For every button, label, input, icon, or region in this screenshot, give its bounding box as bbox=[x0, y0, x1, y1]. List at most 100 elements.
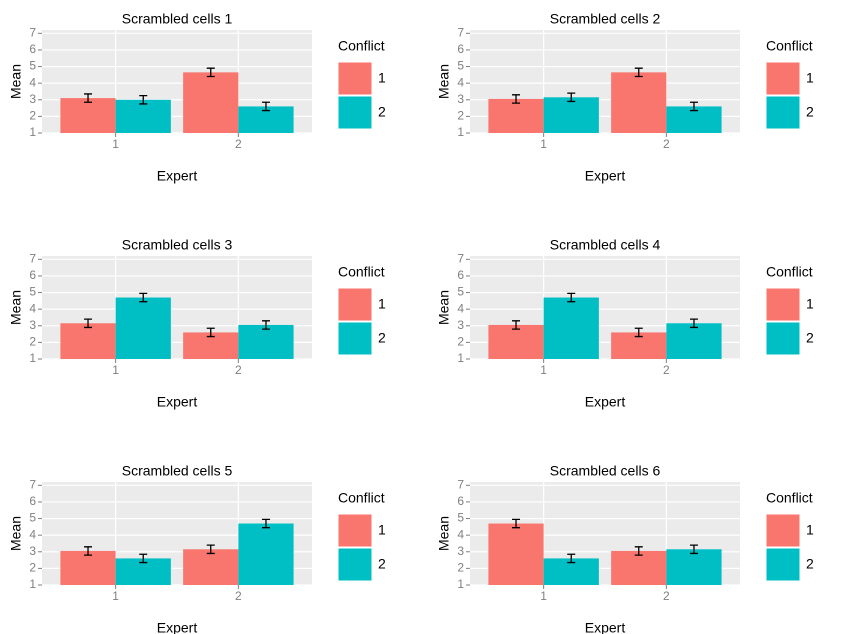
y-axis-label: Mean bbox=[436, 290, 452, 325]
y-tick-label: 2 bbox=[457, 109, 464, 123]
error-bar bbox=[206, 544, 215, 555]
error-bar bbox=[567, 553, 576, 564]
chart-panel: Scrambled cells 4 1 2 3 4 5 6 7 1 2 Expert Mean Conf… bbox=[436, 237, 814, 410]
y-tick-label: 7 bbox=[29, 25, 36, 39]
y-tick-label: 3 bbox=[29, 92, 36, 106]
chart-title: Scrambled cells 2 bbox=[550, 11, 661, 27]
x-tick-label: 2 bbox=[235, 137, 242, 151]
bar bbox=[183, 72, 239, 133]
bar bbox=[611, 550, 667, 585]
error-bar bbox=[512, 94, 521, 104]
legend-label: 2 bbox=[806, 556, 814, 572]
legend-title: Conflict bbox=[766, 490, 813, 506]
y-tick-label: 6 bbox=[457, 494, 464, 508]
error-bar bbox=[512, 518, 521, 529]
bar bbox=[60, 323, 116, 359]
y-tick-label: 5 bbox=[457, 59, 464, 73]
y-tick-label: 5 bbox=[29, 511, 36, 525]
error-bar bbox=[261, 320, 270, 330]
y-axis-label: Mean bbox=[436, 64, 452, 99]
chart-panel: Scrambled cells 3 1 2 3 4 5 6 7 1 2 Expert Mean Conf… bbox=[8, 237, 386, 410]
error-bar bbox=[84, 318, 93, 329]
error-bar bbox=[139, 94, 148, 105]
y-tick-label: 3 bbox=[457, 544, 464, 558]
chart-title: Scrambled cells 1 bbox=[122, 11, 233, 27]
legend-label: 1 bbox=[378, 70, 386, 86]
bar bbox=[488, 98, 544, 133]
error-bar bbox=[567, 92, 576, 103]
x-tick-label: 1 bbox=[540, 589, 547, 603]
bar bbox=[60, 550, 116, 585]
y-tick-label: 3 bbox=[457, 318, 464, 332]
x-axis-label: Expert bbox=[157, 620, 198, 634]
x-tick-label: 1 bbox=[112, 137, 119, 151]
y-tick-label: 4 bbox=[29, 527, 36, 541]
y-tick-label: 5 bbox=[457, 511, 464, 525]
bar bbox=[611, 72, 667, 133]
y-tick-label: 3 bbox=[29, 544, 36, 558]
x-axis-label: Expert bbox=[157, 394, 198, 410]
y-tick-label: 1 bbox=[29, 577, 36, 591]
bar bbox=[488, 324, 544, 359]
y-tick-label: 4 bbox=[457, 75, 464, 89]
error-bar bbox=[206, 327, 215, 338]
y-axis-label: Mean bbox=[8, 516, 24, 551]
y-tick-label: 2 bbox=[29, 109, 36, 123]
legend-key bbox=[337, 287, 373, 322]
y-tick-label: 3 bbox=[457, 92, 464, 106]
chart-panel: Scrambled cells 1 1 2 3 4 5 6 7 1 2 Expert Mean Conf… bbox=[8, 11, 386, 184]
legend-key bbox=[337, 547, 373, 582]
error-bar bbox=[689, 101, 698, 112]
y-tick-label: 3 bbox=[29, 318, 36, 332]
x-tick-label: 2 bbox=[235, 589, 242, 603]
y-tick-label: 7 bbox=[457, 251, 464, 265]
x-tick-label: 2 bbox=[235, 363, 242, 377]
y-axis-label: Mean bbox=[8, 64, 24, 99]
bar bbox=[543, 297, 599, 359]
y-tick-label: 1 bbox=[457, 351, 464, 365]
legend-key bbox=[337, 61, 373, 96]
legend-key bbox=[765, 95, 801, 130]
error-bar bbox=[139, 292, 148, 303]
bar bbox=[115, 297, 171, 359]
x-tick-label: 2 bbox=[663, 589, 670, 603]
x-axis-label: Expert bbox=[585, 394, 626, 410]
y-tick-label: 7 bbox=[29, 477, 36, 491]
legend-label: 2 bbox=[378, 104, 386, 120]
legend-label: 2 bbox=[806, 330, 814, 346]
x-axis-label: Expert bbox=[157, 168, 198, 184]
legend-label: 2 bbox=[378, 556, 386, 572]
legend-key bbox=[337, 513, 373, 548]
legend-label: 1 bbox=[806, 70, 814, 86]
error-bar bbox=[84, 93, 93, 103]
x-tick-label: 1 bbox=[540, 137, 547, 151]
legend-label: 1 bbox=[378, 522, 386, 538]
error-bar bbox=[689, 318, 698, 329]
chart-panel: Scrambled cells 5 1 2 3 4 5 6 7 1 2 Expert Mean Conf… bbox=[8, 463, 386, 634]
y-tick-label: 4 bbox=[457, 301, 464, 315]
chart-panel: Scrambled cells 2 1 2 3 4 5 6 7 1 2 Expert Mean Conf… bbox=[436, 11, 814, 184]
y-tick-label: 7 bbox=[29, 251, 36, 265]
legend-label: 1 bbox=[806, 522, 814, 538]
error-bar bbox=[206, 67, 215, 78]
bar bbox=[666, 549, 722, 585]
chart-title: Scrambled cells 3 bbox=[122, 237, 233, 253]
y-tick-label: 5 bbox=[29, 59, 36, 73]
legend-key bbox=[765, 321, 801, 356]
legend-label: 1 bbox=[806, 296, 814, 312]
y-tick-label: 7 bbox=[457, 477, 464, 491]
bar bbox=[666, 323, 722, 359]
legend-title: Conflict bbox=[338, 38, 385, 54]
y-tick-label: 6 bbox=[457, 42, 464, 56]
legend-key bbox=[765, 547, 801, 582]
error-bar bbox=[261, 518, 270, 529]
error-bar bbox=[261, 101, 270, 112]
bar bbox=[60, 98, 116, 133]
y-tick-label: 2 bbox=[457, 335, 464, 349]
x-tick-label: 2 bbox=[663, 363, 670, 377]
legend-label: 2 bbox=[806, 104, 814, 120]
y-tick-label: 6 bbox=[457, 268, 464, 282]
y-tick-label: 6 bbox=[29, 268, 36, 282]
